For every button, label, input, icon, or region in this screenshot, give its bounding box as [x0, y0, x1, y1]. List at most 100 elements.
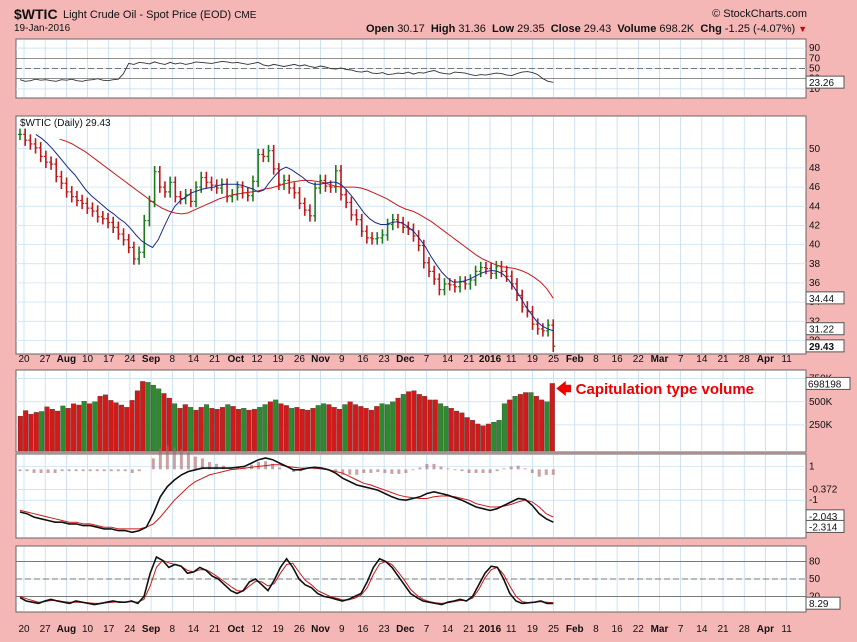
x-tick-label: 16 [612, 354, 624, 365]
volume-bar [92, 401, 98, 452]
volume-bar [416, 394, 422, 452]
x-tick-label: 26 [294, 354, 306, 365]
x-tick-label: 21 [463, 354, 475, 365]
x-tick-label: Feb [566, 354, 584, 365]
rsi-last-value: 23.26 [809, 78, 834, 89]
x-tick-label: Sep [142, 624, 160, 635]
volume-bar [358, 406, 364, 452]
x-tick-label: 10 [82, 624, 94, 635]
volume-bar [145, 382, 151, 452]
volume-bar [177, 408, 183, 452]
y-tick-label: 46 [809, 182, 821, 193]
volume-bar [544, 401, 550, 452]
volume-bar [326, 404, 332, 452]
volume-bar [182, 404, 188, 452]
x-tick-label: 8 [593, 354, 599, 365]
volume-bar [459, 412, 465, 452]
volume-bar [204, 404, 210, 452]
volume-bar [129, 400, 135, 452]
x-tick-label: 14 [442, 624, 454, 635]
volume-bar [512, 396, 518, 452]
price-tag [805, 291, 845, 305]
x-tick-label: 14 [696, 624, 708, 635]
value-tag [805, 75, 845, 89]
stochastic-k-line [19, 555, 554, 606]
price-title: $WTIC (Daily) 29.43 [20, 118, 111, 129]
volume-last-value: 698198 [808, 379, 842, 390]
x-tick-label: 11 [506, 624, 517, 635]
x-tick-label: Nov [311, 354, 330, 365]
y-tick-label: 40 [809, 240, 821, 251]
x-tick-label: 23 [379, 624, 391, 635]
y-tick-label: 50 [809, 144, 821, 155]
volume-bar [395, 397, 401, 452]
volume-bar [193, 409, 199, 452]
symbol: $WTIC [14, 6, 58, 22]
x-tick-label: 16 [357, 624, 369, 635]
y-tick-label: 50 [809, 574, 821, 585]
volume-bar [172, 403, 178, 452]
macd-last-value: -2.043 [809, 512, 838, 523]
x-tick-label: 27 [40, 354, 52, 365]
x-tick-label: Aug [57, 624, 76, 635]
volume-bar [321, 403, 327, 452]
volume-bar [491, 421, 497, 452]
y-tick-label: 38 [809, 259, 821, 270]
value-tag [805, 519, 845, 533]
volume-bar [262, 404, 268, 452]
x-tick-label: 25 [548, 354, 560, 365]
x-tick-label: Mar [651, 354, 669, 365]
x-tick-label: 22 [633, 624, 645, 635]
x-tick-label: 23 [379, 354, 391, 365]
x-tick-label: 8 [169, 624, 175, 635]
y-tick-label: 36 [809, 278, 821, 289]
x-tick-label: Feb [566, 624, 584, 635]
x-tick-label: Oct [227, 354, 244, 365]
volume-bar [501, 403, 507, 452]
chart-header: $WTIC Light Crude Oil - Spot Price (EOD)… [14, 6, 808, 35]
volume-bar [39, 411, 45, 452]
x-tick-label: 2016 [479, 354, 502, 365]
volume-bar [71, 403, 77, 452]
x-tick-label: 14 [442, 354, 454, 365]
volume-bar [102, 394, 108, 452]
macd-last-value: -2.314 [809, 522, 838, 533]
y-tick-label: 70 [809, 53, 821, 64]
volume-bar [528, 392, 534, 452]
x-tick-label: Nov [311, 624, 330, 635]
panel-price [15, 115, 807, 355]
volume-bar [140, 381, 146, 452]
x-tick-label: 7 [678, 624, 684, 635]
volume-bar [448, 408, 454, 452]
x-tick-label: 17 [103, 624, 115, 635]
quote-summary: Open 30.17 High 31.36 Low 29.35 Close 29… [366, 23, 808, 35]
x-tick-label: 22 [633, 354, 645, 365]
volume-bar [166, 397, 172, 452]
price-last-label: 34.44 [809, 294, 834, 305]
x-tick-label: 8 [593, 624, 599, 635]
volume-bar [507, 399, 513, 452]
x-tick-label: 21 [209, 354, 221, 365]
price-last-label: 31.22 [809, 325, 834, 336]
volume-bar [81, 401, 87, 452]
volume-bar [44, 406, 50, 452]
volume-bar [55, 410, 61, 452]
volume-bar [443, 406, 449, 452]
x-tick-label: 9 [339, 624, 345, 635]
volume-bar [485, 423, 491, 452]
y-tick-label: 90 [809, 43, 821, 54]
x-tick-label: 19 [273, 354, 285, 365]
volume-bar [496, 420, 502, 452]
y-tick-label: 250K [809, 420, 833, 431]
volume-bar [219, 407, 226, 452]
volume-bar [241, 408, 247, 452]
x-tick-label: 19 [527, 354, 539, 365]
volume-bar [65, 408, 71, 452]
volume-bar [60, 405, 66, 452]
dropdown-icon[interactable]: ▼ [798, 24, 808, 34]
price-last-label: 29.43 [809, 342, 834, 353]
x-tick-label: 9 [339, 354, 345, 365]
volume-bar [454, 410, 460, 452]
volume-bar [400, 394, 406, 452]
